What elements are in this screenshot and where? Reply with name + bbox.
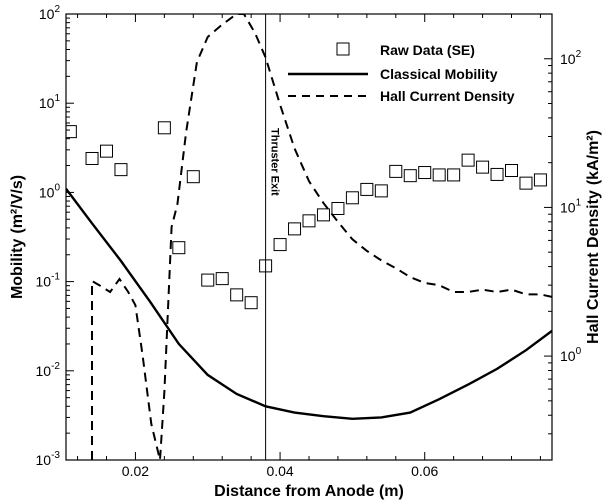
y-left-tick-exponent: -1 [51,272,60,283]
legend-square-marker [336,42,350,56]
raw-data-point [244,296,258,310]
y-right-tick-exponent: 1 [576,197,582,208]
raw-data-point [288,222,302,236]
raw-data-point [316,208,330,222]
raw-data-point [345,191,359,205]
raw-data-point [302,214,316,228]
raw-data-point [490,167,504,181]
raw-data-point [418,166,432,180]
raw-data-point [519,176,533,190]
raw-data-point [447,168,461,182]
legend-entry-classical-mobility: Classical Mobility [380,66,498,82]
raw-data-point [201,273,215,287]
raw-data-point [100,144,113,158]
raw-data-point [66,125,77,139]
series-layer [66,14,552,460]
raw-data-point [114,163,128,177]
x-tick-label: 0.04 [266,463,293,479]
right-axis-title-unit: (kA/m²) [585,130,602,185]
legend-entry-raw-data: Raw Data (SE) [380,42,475,58]
raw-data-point [389,164,403,178]
raw-data-point [374,184,388,198]
x-tick-label: 0.02 [122,463,149,479]
raw-data-point [403,169,417,183]
y-left-tick-exponent: -2 [51,361,60,372]
raw-data-point [432,168,446,182]
left-axis-title: Mobility (m²/V/s) [9,175,26,299]
raw-data-point [157,121,171,135]
right-axis-title-name: Hall Current Density [585,190,602,344]
raw-data-point [360,182,374,196]
raw-data-point [331,201,345,215]
raw-data-point [230,288,244,302]
raw-data-point [186,170,200,184]
raw-data-point [533,173,547,187]
raw-data-point [461,153,475,167]
classical-mobility-line [66,187,552,421]
y-left-tick-exponent: 0 [54,182,60,193]
right-axis-title: Hall Current Density (kA/m²) [585,130,602,344]
raw-data-point [273,238,287,252]
y-right-tick-exponent: 2 [576,49,582,60]
legend-entry-hall-current: Hall Current Density [380,88,515,104]
x-axis-title: Distance from Anode (m) [214,483,404,500]
y-left-tick-exponent: -3 [51,450,60,461]
legend: Raw Data (SE) Classical Mobility Hall Cu… [288,42,515,104]
raw-data-point [85,151,99,165]
y-left-tick-exponent: 1 [54,93,60,104]
thruster-exit-annotation: Thruster Exit [269,128,281,196]
raw-data-point [215,272,229,286]
raw-data-point [505,164,518,178]
y-right-tick-exponent: 0 [576,346,582,357]
y-left-tick-exponent: 2 [54,4,60,15]
left-axis-title-unit: (m²/V/s) [9,175,26,234]
raw-data-point [476,160,490,174]
hall-current-density-line [91,14,552,460]
x-tick-label: 0.06 [411,463,438,479]
left-axis-title-name: Mobility [9,239,26,300]
raw-data-point [172,241,186,255]
